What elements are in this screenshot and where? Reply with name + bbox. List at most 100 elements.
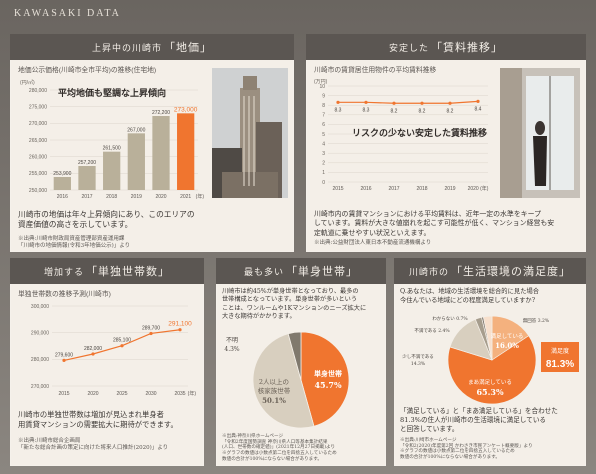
satisfaction-header: 川崎市の 「生活環境の満足度」 — [394, 258, 586, 284]
land-value-label: 253,900 — [53, 171, 71, 177]
single-notes: ※出典:川崎市総合企画局 「新たな総合計画の策定に向けた将来人口推計(2020)」… — [18, 438, 169, 451]
satisfaction-total-box — [541, 342, 579, 372]
rent-x-tick: 2019 — [444, 186, 455, 192]
land-description: 川崎市の地価は年々上昇傾向にあり、このエリアの 資産価値の高さを示しています。 — [18, 210, 195, 230]
single-point — [120, 344, 124, 348]
single-chart-title: 単独世帯数の推移予測(川崎市) — [18, 291, 111, 298]
single-value-label: 291,100 — [168, 321, 192, 328]
land-notes: ※出典:川崎市財政局資産管理部資産運用課 「川崎市の地価情報(令和3年地価公示)」… — [18, 236, 131, 249]
single-x-tick: 2030 — [145, 391, 156, 397]
land-price-header: 上昇中の川崎市 「地価」 — [10, 34, 294, 60]
land-y-tick: 280,000 — [29, 88, 47, 94]
land-y-tick: 250,000 — [29, 188, 47, 194]
single-value-label: 285,100 — [113, 338, 131, 344]
rent-description: 川崎市内の賃貸マンションにおける平均賃料は、近年一定の水準をキープ しています。賃… — [314, 210, 555, 237]
land-value-label: 257,200 — [78, 160, 96, 166]
rent-line — [338, 100, 479, 104]
rent-value-label: 8.2 — [419, 108, 426, 114]
single-y-tick: 280,000 — [31, 357, 49, 363]
household-panel: 最も多い 「単身世帯」 川崎市は約45%が単身世帯となっており、最多の 世帯構成とな… — [216, 258, 386, 466]
rent-value-label: 8.4 — [475, 106, 482, 112]
single-x-tick: 2020 — [87, 391, 98, 397]
page-title: KAWASAKI DATA — [14, 8, 121, 19]
rent-point — [364, 100, 368, 104]
single-value-label: 279,600 — [55, 352, 73, 358]
building-illustration — [212, 68, 288, 198]
satisfaction-total-value: 81.3% — [546, 359, 574, 370]
mostly-satisfied-value: 65.3% — [476, 387, 503, 397]
single-household-value: 45.7% — [314, 380, 341, 390]
land-bar — [53, 177, 71, 190]
single-household-label: 単身世帯 — [314, 369, 342, 378]
rent-x-tick: 2018 — [416, 186, 427, 192]
land-x-tick: 2020 — [155, 194, 166, 200]
land-building-photo — [212, 68, 288, 198]
land-y-tick: 275,000 — [29, 104, 47, 110]
rent-value-label: 8.2 — [391, 108, 398, 114]
satisfaction-question: Q.あなたは、地域の生活環境を総合的に見た場合 今住んでいる地域にどの程度満足して… — [400, 288, 540, 304]
rent-panel: 安定した 「賃料推移」 川崎市の賃貸居住用物件の平均賃料推移 (万円) 0 1 2 3 4 5… — [306, 34, 586, 252]
single-x-tick: 2025 — [116, 391, 127, 397]
land-value-label: 267,000 — [127, 127, 145, 133]
somewhat-dissatisfied-label: 少し不満である — [402, 353, 433, 360]
rent-value-label: 8.3 — [363, 107, 370, 113]
single-x-tick: 2015 — [58, 391, 69, 397]
rent-y-tick: 3 — [322, 151, 325, 157]
single-point — [149, 331, 153, 336]
land-y-tick: 260,000 — [29, 154, 47, 160]
land-y-unit: (円/㎡) — [20, 79, 35, 86]
single-x-tick: 2035 — [174, 391, 185, 397]
multi-household-label2: 核家族世帯 — [258, 386, 291, 395]
satisfaction-total-label: 満足度 — [551, 347, 569, 355]
land-bar — [103, 151, 121, 190]
unknown-value: 4.3% — [224, 346, 240, 353]
land-callout: 平均地価も堅調な上昇傾向 — [58, 89, 167, 99]
rent-point — [392, 101, 396, 105]
rent-y-tick: 8 — [322, 103, 325, 109]
land-value-label: 273,000 — [174, 106, 198, 113]
land-bar — [127, 133, 145, 190]
dissatisfied-label: 不満である 2.4% — [414, 327, 450, 334]
land-x-tick: 2016 — [57, 194, 68, 200]
rent-y-tick: 5 — [322, 132, 325, 138]
rent-chart-title: 川崎市の賃貸居住用物件の平均賃料推移 — [314, 67, 437, 74]
single-household-panel: 増加する 「単独世帯数」 単独世帯数の推移予測(川崎市) 270,000 280,0… — [10, 258, 204, 466]
mostly-satisfied-label: まあ満足している — [468, 379, 512, 386]
rent-value-label: 8.3 — [335, 107, 342, 113]
land-y-tick: 265,000 — [29, 138, 47, 144]
land-value-label: 272,200 — [152, 110, 170, 116]
rent-notes: ※出典:公益財団法人東日本不動産流通機構より — [314, 240, 432, 246]
unknown-label: わからない 0.7% — [432, 315, 468, 322]
land-x-unit: (年) — [196, 193, 205, 200]
single-household-chart: 270,000 280,000 290,000 300,000 279,600 2015 2… — [31, 304, 196, 397]
single-y-tick: 300,000 — [31, 304, 49, 310]
single-y-tick: 270,000 — [31, 384, 49, 390]
rent-window-photo — [500, 68, 580, 198]
rent-x-tick: 2017 — [388, 186, 399, 192]
satisfaction-slice — [482, 315, 493, 361]
satisfaction-slice — [447, 335, 537, 405]
rent-y-tick: 1 — [322, 170, 325, 176]
single-point — [178, 328, 182, 332]
household-header: 最も多い 「単身世帯」 — [216, 258, 386, 284]
multi-household-value: 50.1% — [262, 396, 286, 405]
window-illustration — [500, 68, 580, 198]
single-y-tick: 290,000 — [31, 330, 49, 336]
single-point — [91, 352, 95, 356]
satisfied-value: 16.0% — [495, 341, 519, 350]
rent-y-tick: 0 — [322, 180, 325, 186]
land-bar — [78, 166, 96, 190]
land-price-chart: (円/㎡) 250,000 255,000 260,000 265,000 270,000… — [20, 79, 205, 200]
land-x-tick: 2017 — [81, 194, 92, 200]
land-y-tick: 270,000 — [29, 121, 47, 127]
satisfaction-notes: ※出典:川崎市ホームページ 「令和2(2020)年度第2回 かわさき市民アンケート… — [400, 438, 533, 461]
rent-y-tick: 7 — [322, 113, 325, 119]
land-value-label: 261,500 — [103, 146, 121, 152]
rent-y-tick: 2 — [322, 161, 325, 167]
household-slice — [300, 331, 350, 427]
rent-chart: (万円) 0 1 2 3 4 5 6 7 8 9 10 8.3 2015 8.3 2016 8.2 2017 8.2… — [314, 79, 489, 192]
land-x-tick: 2021 — [180, 194, 191, 200]
rent-header: 安定した 「賃料推移」 — [306, 34, 586, 60]
